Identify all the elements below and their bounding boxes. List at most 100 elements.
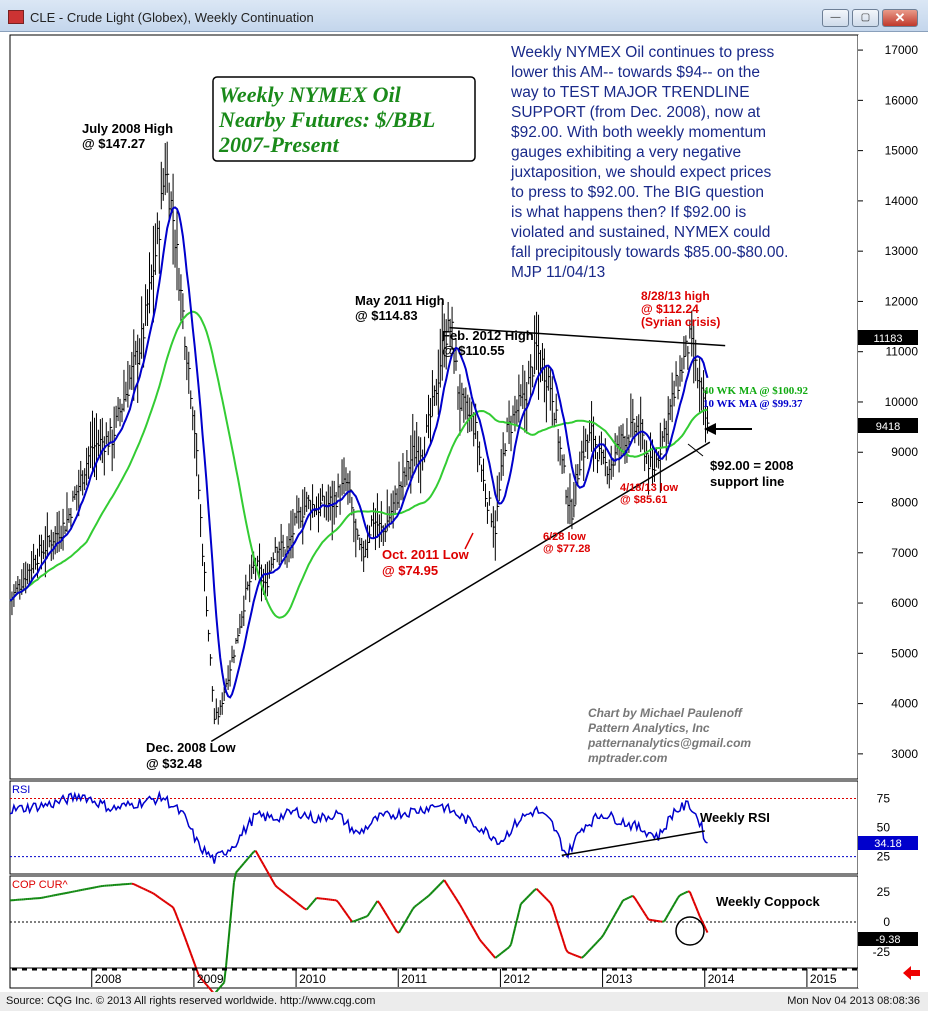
coppock-segment [402,921,406,927]
coppock-segment [337,901,341,906]
coppock-segment [298,903,302,907]
coppock-segment [250,851,255,855]
time-axis-label: 2013 [606,972,633,986]
coppock-segment [677,894,681,899]
coppock-segment [431,889,436,893]
coppock-segment [282,891,286,895]
coppock-segment [207,986,212,991]
coppock-segment [437,883,442,887]
coppock-segment [394,928,398,933]
coppock-segment [345,912,349,917]
coppock-segment [176,916,180,923]
coppock-segment [453,894,457,899]
coppock-segment [704,928,709,934]
annotation-dec2008-line2: @ $32.48 [146,756,202,771]
rsi-label: RSI [12,784,30,796]
coppock-segment [139,886,143,889]
price-axis-label: 12000 [885,294,919,308]
coppock-segment [457,901,461,906]
coppock-segment [225,944,230,966]
maximize-button[interactable]: ▢ [852,9,879,27]
chart-area[interactable]: 3000 4000 5000 6000 7000 8000 9000 10000 11000 12… [0,32,928,992]
coppock-segment [357,918,361,921]
price-axis-label: 9000 [891,445,918,459]
coppock-segment [472,928,477,933]
coppock-segment [500,951,504,955]
coppock-segment [429,891,434,895]
time-axis-label: 2014 [708,972,735,986]
coppock-segment [398,928,402,934]
coppock-segment [520,901,524,905]
coppock-segment [702,923,707,929]
coppock-segment [149,890,152,894]
commentary: Weekly NYMEX Oil continues to press lowe… [510,44,788,281]
coppock-segment [561,936,566,944]
price-axis [858,35,928,988]
coppock-segment [280,889,284,893]
coppock-segment [622,898,626,902]
coppock-segment [160,898,164,902]
ma10-label: 10 WK MA @ $99.37 [703,398,803,410]
commentary-line: way to TEST MAJOR TRENDLINE [510,84,750,101]
coppock-segment [145,888,148,892]
scroll-right-arrow-icon[interactable] [903,966,920,980]
minimize-button[interactable]: — [822,9,849,27]
coppock-segment [368,909,373,914]
coppock-segment [531,889,536,893]
upper-marker-label: 11183 [874,333,903,345]
coppock-segment [258,857,263,862]
close-button[interactable]: ✕ [882,9,918,27]
coppock-segment [584,951,589,955]
commentary-line: is what happens then? If $92.00 is [511,204,746,221]
coppock-segment [435,885,440,889]
annotation-may2011-line2: @ $114.83 [355,308,418,323]
coppock-segment [515,911,520,921]
coppock-segment [421,898,426,902]
coppock-segment [162,899,166,903]
coppock-segment [372,903,377,908]
coppock-segment [151,891,154,895]
rsi-axis-label: 75 [877,791,891,805]
coppock-segment [185,942,190,949]
time-axis-label: 2015 [810,972,837,986]
coppock-segment [245,858,249,862]
coppock-segment [197,974,202,979]
coppock-segment [663,917,668,922]
coppock-segment [341,907,345,911]
coppock-segment [504,947,508,952]
coppock-segment [633,897,638,902]
coppock-segment [512,927,516,937]
coppock-segment [425,895,430,899]
coppock-segment [624,897,628,901]
coppock-segment [347,915,351,920]
coppock-segment [152,892,156,896]
coppock-segment [168,903,172,907]
coppock-segment [700,919,705,925]
coppock-segment [567,951,571,955]
support-trendline [210,441,711,743]
coppock-segment [231,882,235,904]
coppock-segment [260,860,265,866]
coppock-segment [535,888,540,892]
coppock-axis-label: -25 [873,945,891,959]
coppock-segment [586,949,591,953]
annotation-aug2013-line3: (Syrian crisis) [641,315,720,329]
coppock-segment [537,890,542,894]
coppock-segment [563,943,567,950]
coppock-segment [612,913,617,919]
coppock-segment [203,981,208,986]
price-axis-label: 8000 [891,496,918,510]
coppock-segment [221,981,225,986]
coppock-segment [215,988,220,992]
status-footer: Source: CQG Inc. © 2013 All rights reser… [0,992,928,1011]
coppock-segment [427,893,432,897]
coppock-segment [246,855,251,860]
ma10-line [9,206,709,699]
coppock-segment [370,906,375,911]
coppock-segment [685,890,689,894]
coppock-segment [189,953,194,960]
support-pointer [687,443,704,457]
coppock-segment [133,883,137,886]
coppock-segment [266,870,271,876]
rsi-panel [9,780,859,875]
